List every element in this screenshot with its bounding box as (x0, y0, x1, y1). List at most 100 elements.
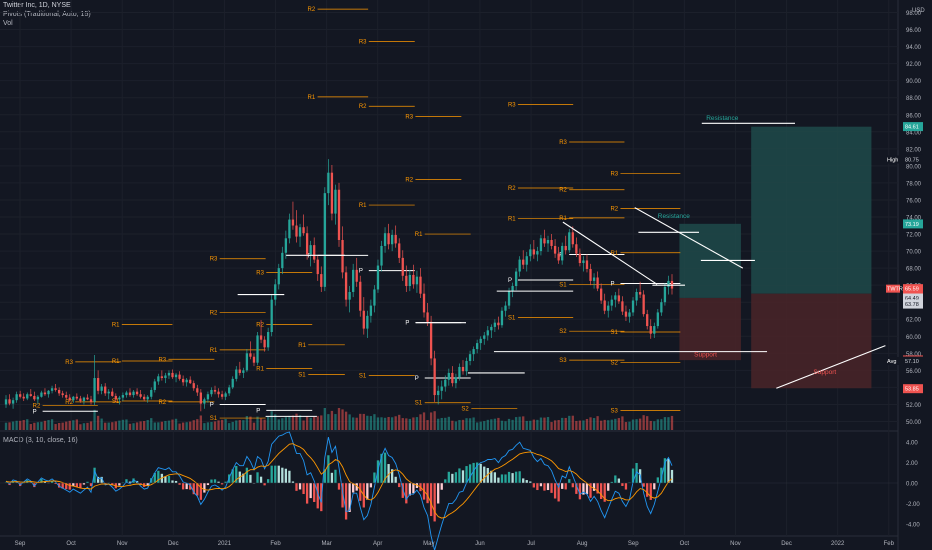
candle-body (150, 389, 153, 397)
zone-annotation: Support (694, 352, 717, 359)
macd-histogram-bar (373, 472, 376, 483)
volume-bar (504, 421, 507, 430)
candle-body (104, 386, 107, 394)
volume-bar (114, 421, 117, 430)
pivot-label: S3 (559, 358, 567, 364)
price-tick-label: 74.00 (906, 216, 922, 222)
zone-annotation: Support (813, 369, 836, 376)
candle-body (514, 271, 518, 287)
volume-bar (61, 422, 64, 430)
macd-histogram-bar (189, 483, 192, 490)
candle-body (561, 245, 564, 261)
macd-histogram-bar (111, 483, 114, 486)
volume-bar (546, 417, 550, 430)
candle-body (653, 326, 656, 334)
volume-bar (167, 420, 171, 430)
pivot-label: P (359, 269, 363, 275)
volume-bar (500, 420, 504, 430)
volume-bar (621, 416, 624, 430)
volume-bar (663, 417, 667, 430)
volume-bar (561, 417, 564, 430)
macd-histogram-bar (167, 475, 171, 483)
candle-body (8, 399, 11, 404)
candle-body (199, 392, 202, 404)
candle-body (54, 388, 57, 390)
candle-body (309, 245, 312, 255)
pivot-label: S1 (359, 373, 367, 379)
macd-histogram-bar (575, 483, 578, 494)
time-tick-label: 2021 (218, 541, 232, 547)
candle-body (160, 376, 164, 379)
volume-bar (220, 419, 224, 430)
candle-body (206, 394, 210, 400)
volume-bar (79, 424, 82, 430)
volume-bar (596, 416, 599, 430)
candle-body (546, 240, 550, 244)
candle-body (235, 369, 238, 379)
price-tick-label: 58.00 (906, 352, 922, 358)
macd-histogram-bar (164, 476, 167, 483)
price-label-tag (886, 155, 900, 164)
volume-bar (75, 419, 79, 430)
macd-indicator-label[interactable]: MACD (3, 10, close, 16) (3, 437, 78, 444)
volume-bar (433, 411, 436, 430)
candle-body (344, 272, 348, 300)
pivots-indicator-label[interactable]: Pivots (Traditional, Auto, 15) (3, 11, 91, 18)
volume-bar (174, 418, 178, 430)
candlesticks[interactable] (4, 159, 674, 412)
macd-histogram-bar (479, 463, 482, 483)
candle-body (86, 397, 89, 400)
volume-bar (472, 417, 475, 430)
macd-histogram-bar (277, 465, 280, 483)
candle-body (100, 386, 103, 391)
volume-bar (408, 418, 412, 430)
candle-body (571, 232, 574, 245)
candle-body (217, 391, 220, 395)
volume-indicator-label[interactable]: Vol (3, 20, 13, 27)
pivot-label: S1 (298, 373, 306, 379)
volume-bar (4, 422, 8, 430)
macd-histogram-bar (656, 477, 659, 483)
volume-bar (206, 422, 210, 430)
candle-body (383, 233, 387, 246)
volume-bar (270, 411, 273, 430)
price-axis[interactable]: 98.00 96.00 94.00 92.00 90.00 88.00 86.00 84.00… (906, 8, 925, 528)
volume-bar (376, 417, 380, 430)
volume-bar (383, 417, 387, 430)
time-axis[interactable]: Sep Oct Nov Dec 2021 Feb Mar Apr May Jun Jul Aug Sep… (15, 541, 895, 547)
price-label-value: 64.49 (905, 296, 919, 302)
macd-histogram-bar (429, 483, 433, 517)
volume-bar (54, 424, 57, 430)
trend-lines[interactable] (237, 122, 886, 417)
macd-histogram-bar (174, 480, 178, 483)
volume-bar (518, 416, 521, 430)
price-label-tag (886, 284, 900, 293)
macd-histogram-bar (352, 483, 355, 493)
volume-bar (68, 420, 71, 430)
volume-bar (451, 420, 454, 430)
candle-body (65, 395, 68, 398)
candle-body (125, 392, 128, 396)
price-tick-label: 78.00 (906, 181, 922, 187)
macd-histogram-bar (15, 482, 18, 483)
candle-body (419, 276, 422, 294)
candle-body (525, 256, 528, 265)
price-label-value: 84.61 (905, 125, 919, 131)
pivot-label: R1 (112, 322, 120, 328)
price-label-tag (886, 356, 900, 365)
macd-histogram-bar (316, 483, 319, 509)
candle-body (486, 330, 489, 336)
macd-histogram-bar (199, 483, 202, 500)
price-tick-label: 52.00 (906, 403, 922, 409)
price-tick-label: 60.00 (906, 335, 922, 341)
volume-bar (11, 421, 15, 430)
volume-bar (199, 415, 202, 430)
time-tick-label: Oct (680, 541, 690, 547)
candle-body (15, 394, 18, 401)
macd-histogram-bar (518, 471, 521, 483)
macd-histogram-bar (646, 483, 649, 497)
macd-histogram-bar (61, 483, 64, 489)
pivot-label: R2 (256, 322, 264, 328)
volume-bar (419, 414, 422, 430)
